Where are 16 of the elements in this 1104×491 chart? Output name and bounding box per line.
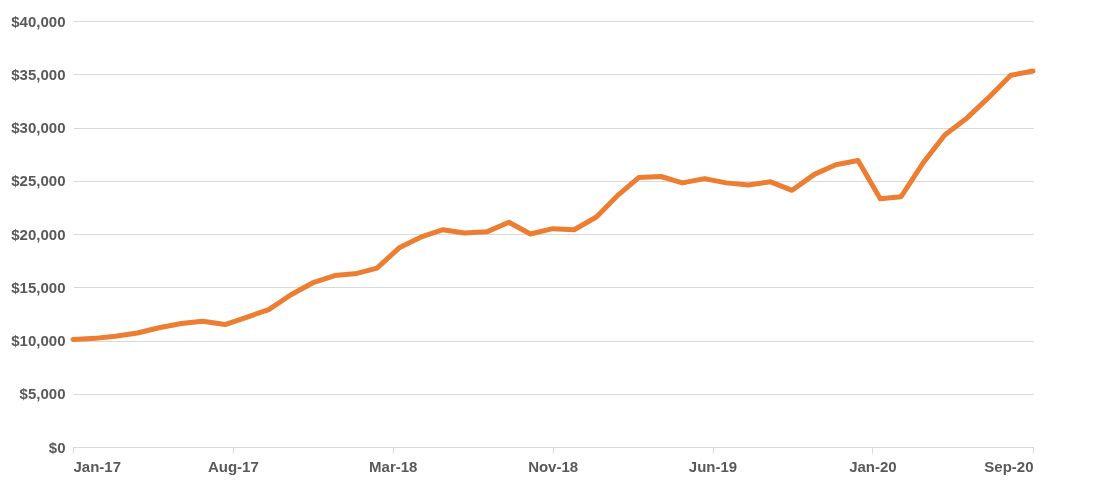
x-tick-label: Nov-18: [528, 457, 579, 475]
y-tick-label: $35,000: [11, 65, 66, 83]
y-tick-label: $40,000: [11, 12, 66, 30]
y-tick-label: $15,000: [11, 278, 66, 296]
x-tick-label: Mar-18: [369, 457, 418, 475]
y-tick-label: $30,000: [11, 119, 66, 136]
x-tick-label: Jan-17: [73, 457, 122, 475]
x-tick-label: Jun-19: [688, 457, 738, 475]
x-tick-label: Jan-20: [849, 457, 897, 475]
y-tick-label: $10,000: [11, 332, 66, 349]
y-tick-label: $25,000: [11, 172, 66, 190]
x-tick-label: Aug-17: [207, 457, 259, 475]
y-tick-label: $0: [48, 438, 66, 456]
y-tick-label: $5,000: [19, 385, 66, 403]
y-tick-label: $20,000: [11, 225, 66, 243]
x-tick-label: Sep-20: [984, 457, 1034, 475]
